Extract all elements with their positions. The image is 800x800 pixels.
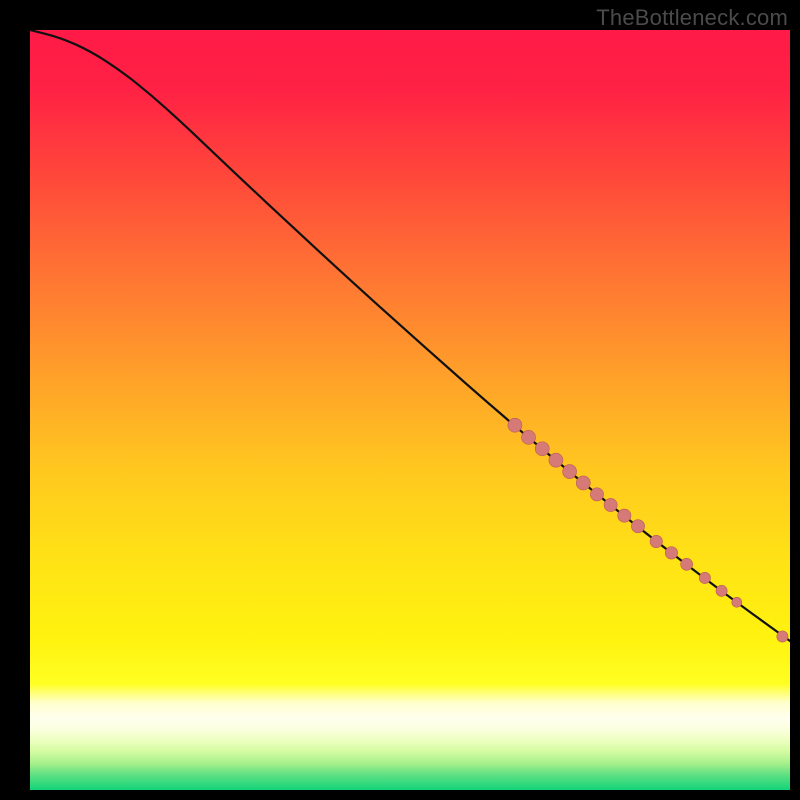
marker-point (590, 488, 603, 501)
marker-point (732, 597, 742, 607)
marker-point (508, 418, 522, 432)
marker-point (631, 520, 644, 533)
marker-point (665, 547, 677, 559)
marker-point (699, 572, 710, 583)
marker-point (522, 430, 536, 444)
marker-point (777, 631, 788, 642)
marker-point (618, 509, 631, 522)
marker-point (563, 465, 577, 479)
chart-plot-area (30, 30, 790, 790)
chart-curve-layer (30, 30, 790, 790)
marker-point (549, 453, 563, 467)
marker-point (650, 535, 662, 547)
marker-point (681, 558, 693, 570)
watermark-text: TheBottleneck.com (596, 5, 788, 31)
marker-point (604, 498, 617, 511)
marker-point (535, 442, 549, 456)
marker-point (716, 585, 727, 596)
marker-point (576, 476, 590, 490)
